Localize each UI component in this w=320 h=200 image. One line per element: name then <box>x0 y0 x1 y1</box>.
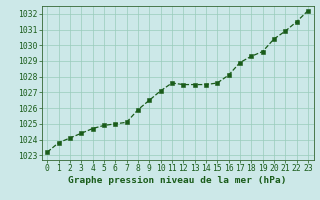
X-axis label: Graphe pression niveau de la mer (hPa): Graphe pression niveau de la mer (hPa) <box>68 176 287 185</box>
